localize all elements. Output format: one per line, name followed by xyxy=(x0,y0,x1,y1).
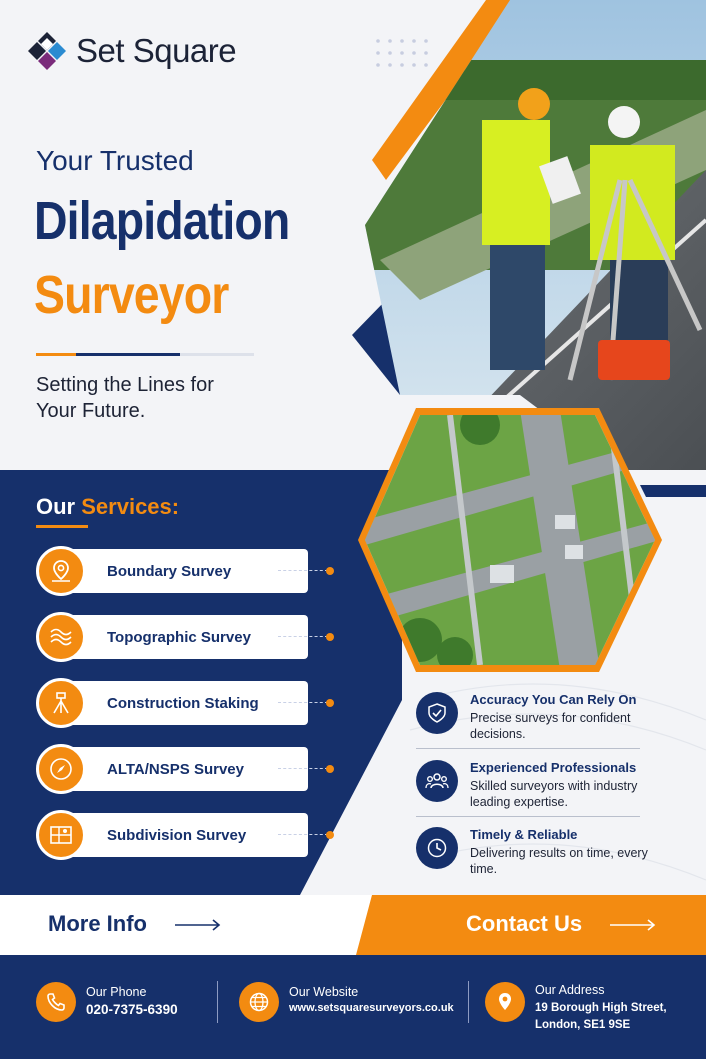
brand-logo[interactable]: Set Square xyxy=(26,30,237,72)
arrow-right-icon xyxy=(175,919,221,931)
footer-phone-value: 020-7375-6390 xyxy=(86,1002,178,1017)
footer-address-line1: 19 Borough High Street, xyxy=(535,1002,667,1014)
feature-title: Accuracy You Can Rely On xyxy=(470,692,637,707)
feature-title: Experienced Professionals xyxy=(470,760,637,775)
hero-divider xyxy=(36,353,254,356)
contact-us-label: Contact Us xyxy=(466,911,583,936)
footer-phone-label: Our Phone xyxy=(86,985,147,999)
footer-divider xyxy=(217,981,218,1023)
feature-desc: Precise surveys for confident decisions. xyxy=(470,711,631,741)
feature-divider xyxy=(416,748,640,749)
feature-divider xyxy=(416,816,640,817)
footer-address-label: Our Address xyxy=(535,983,605,997)
clock-icon xyxy=(416,827,458,869)
location-pin-icon xyxy=(485,982,525,1022)
hero-headline-line1: Dilapidation xyxy=(34,191,290,251)
service-label: Subdivision Survey xyxy=(107,827,247,844)
brand-name: Set Square xyxy=(76,32,237,69)
service-topographic-survey[interactable]: Topographic Survey xyxy=(36,612,336,662)
service-boundary-survey[interactable]: Boundary Survey xyxy=(36,546,336,596)
contact-us-button[interactable]: Contact Us xyxy=(466,911,582,937)
services-title: Our Services: xyxy=(36,494,179,520)
set-square-logo-icon xyxy=(28,32,66,70)
feature-desc: Skilled surveyors with industry leading … xyxy=(470,779,638,809)
hero-kicker: Your Trusted xyxy=(36,145,194,176)
service-alta-nsps-survey[interactable]: ALTA/NSPS Survey xyxy=(36,744,336,794)
service-label: Topographic Survey xyxy=(107,629,251,646)
service-subdivision-survey[interactable]: Subdivision Survey xyxy=(36,810,336,860)
phone-icon xyxy=(36,982,76,1022)
footer-divider xyxy=(468,981,469,1023)
service-label: Construction Staking xyxy=(107,695,259,712)
footer-address-line2: London, SE1 9SE xyxy=(535,1019,631,1031)
feature-desc: Delivering results on time, every time. xyxy=(470,846,648,876)
globe-icon xyxy=(239,982,279,1022)
shield-check-icon xyxy=(416,692,458,734)
decorative-dots xyxy=(376,39,428,67)
services-title-part1: Our xyxy=(36,494,76,519)
compass-icon xyxy=(36,744,86,794)
hero-headline-line2: Surveyor xyxy=(34,265,229,325)
hero-tagline: Setting the Lines for Your Future. xyxy=(36,374,214,422)
more-info-button[interactable]: More Info xyxy=(48,911,147,937)
service-label: ALTA/NSPS Survey xyxy=(107,761,244,778)
more-info-label: More Info xyxy=(48,911,147,936)
footer-website-label: Our Website xyxy=(289,985,359,999)
arrow-right-icon xyxy=(610,919,656,931)
services-underline xyxy=(36,525,88,528)
map-pin-icon xyxy=(36,546,86,596)
services-title-part2: Services: xyxy=(81,494,180,519)
tripod-icon xyxy=(36,678,86,728)
contour-map-icon xyxy=(36,612,86,662)
plot-map-icon xyxy=(36,810,86,860)
footer-website-value: www.setsquaresurveyors.co.uk xyxy=(289,1002,454,1014)
team-icon xyxy=(416,760,458,802)
service-label: Boundary Survey xyxy=(107,563,232,580)
feature-title: Timely & Reliable xyxy=(470,827,578,842)
service-construction-staking[interactable]: Construction Staking xyxy=(36,678,336,728)
